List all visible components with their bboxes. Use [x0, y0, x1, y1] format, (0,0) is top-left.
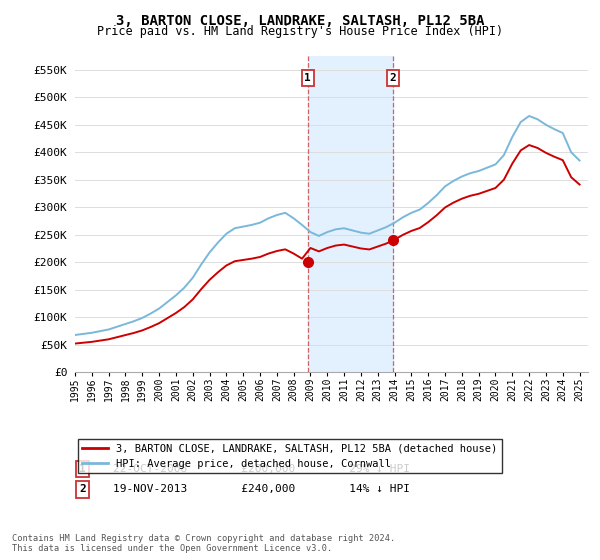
- Text: Price paid vs. HM Land Registry's House Price Index (HPI): Price paid vs. HM Land Registry's House …: [97, 25, 503, 38]
- Text: 22-OCT-2008        £200,000        29% ↓ HPI: 22-OCT-2008 £200,000 29% ↓ HPI: [113, 464, 410, 474]
- Text: 3, BARTON CLOSE, LANDRAKE, SALTASH, PL12 5BA: 3, BARTON CLOSE, LANDRAKE, SALTASH, PL12…: [116, 14, 484, 28]
- Text: Contains HM Land Registry data © Crown copyright and database right 2024.
This d: Contains HM Land Registry data © Crown c…: [12, 534, 395, 553]
- Bar: [308, 56, 393, 372]
- Text: 19-NOV-2013        £240,000        14% ↓ HPI: 19-NOV-2013 £240,000 14% ↓ HPI: [113, 484, 410, 494]
- Legend: 3, BARTON CLOSE, LANDRAKE, SALTASH, PL12 5BA (detached house), HPI: Average pric: 3, BARTON CLOSE, LANDRAKE, SALTASH, PL12…: [77, 439, 502, 473]
- Text: 1: 1: [304, 73, 311, 83]
- Text: 2: 2: [390, 73, 397, 83]
- Text: 1: 1: [79, 464, 86, 474]
- Text: 2: 2: [79, 484, 86, 494]
